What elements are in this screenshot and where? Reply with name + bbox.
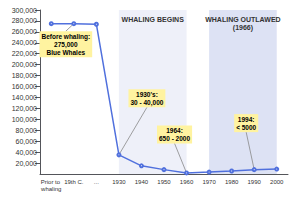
svg-text:< 5000: < 5000 [236, 124, 256, 131]
svg-text:30 - 40,000: 30 - 40,000 [130, 99, 163, 107]
svg-text:60,000: 60,000 [16, 138, 38, 145]
svg-text:180,000: 180,000 [12, 72, 37, 79]
svg-text:WHALING OUTLAWED: WHALING OUTLAWED [205, 16, 280, 23]
svg-text:80,000: 80,000 [16, 127, 38, 134]
svg-text:1994:: 1994: [238, 116, 255, 123]
svg-text:1980: 1980 [225, 179, 239, 185]
svg-text:20,000: 20,000 [16, 160, 38, 167]
svg-text:2000: 2000 [270, 179, 284, 185]
svg-text:300,000: 300,000 [12, 7, 37, 14]
svg-text:1950: 1950 [157, 179, 171, 185]
svg-text:100,000: 100,000 [12, 116, 37, 123]
svg-text:1990: 1990 [248, 179, 262, 185]
svg-text:280,000: 280,000 [12, 17, 37, 24]
svg-text:Before whaling:: Before whaling: [41, 33, 90, 41]
svg-text:...: ... [94, 179, 99, 185]
svg-text:275,000: 275,000 [54, 41, 78, 49]
svg-text:Prior to: Prior to [41, 179, 62, 185]
svg-text:(1966): (1966) [233, 24, 253, 32]
svg-text:650 - 2000: 650 - 2000 [159, 135, 190, 142]
svg-text:1940: 1940 [135, 179, 149, 185]
svg-text:1930's:: 1930's: [136, 91, 158, 98]
svg-text:1964:: 1964: [166, 127, 183, 134]
svg-text:160,000: 160,000 [12, 83, 37, 90]
svg-text:240,000: 240,000 [12, 39, 37, 46]
svg-text:140,000: 140,000 [12, 94, 37, 101]
svg-text:120,000: 120,000 [12, 105, 37, 112]
svg-text:19th C.: 19th C. [64, 179, 84, 185]
svg-text:1960: 1960 [180, 179, 194, 185]
svg-text:1970: 1970 [202, 179, 216, 185]
svg-text:1930: 1930 [112, 179, 126, 185]
svg-text:200,000: 200,000 [12, 61, 37, 68]
svg-text:40,000: 40,000 [16, 149, 38, 156]
svg-text:whaling: whaling [40, 186, 61, 192]
svg-text:WHALING BEGINS: WHALING BEGINS [122, 16, 185, 23]
svg-text:220,000: 220,000 [12, 50, 37, 57]
svg-text:260,000: 260,000 [12, 28, 37, 35]
svg-text:Blue Whales: Blue Whales [46, 49, 85, 56]
